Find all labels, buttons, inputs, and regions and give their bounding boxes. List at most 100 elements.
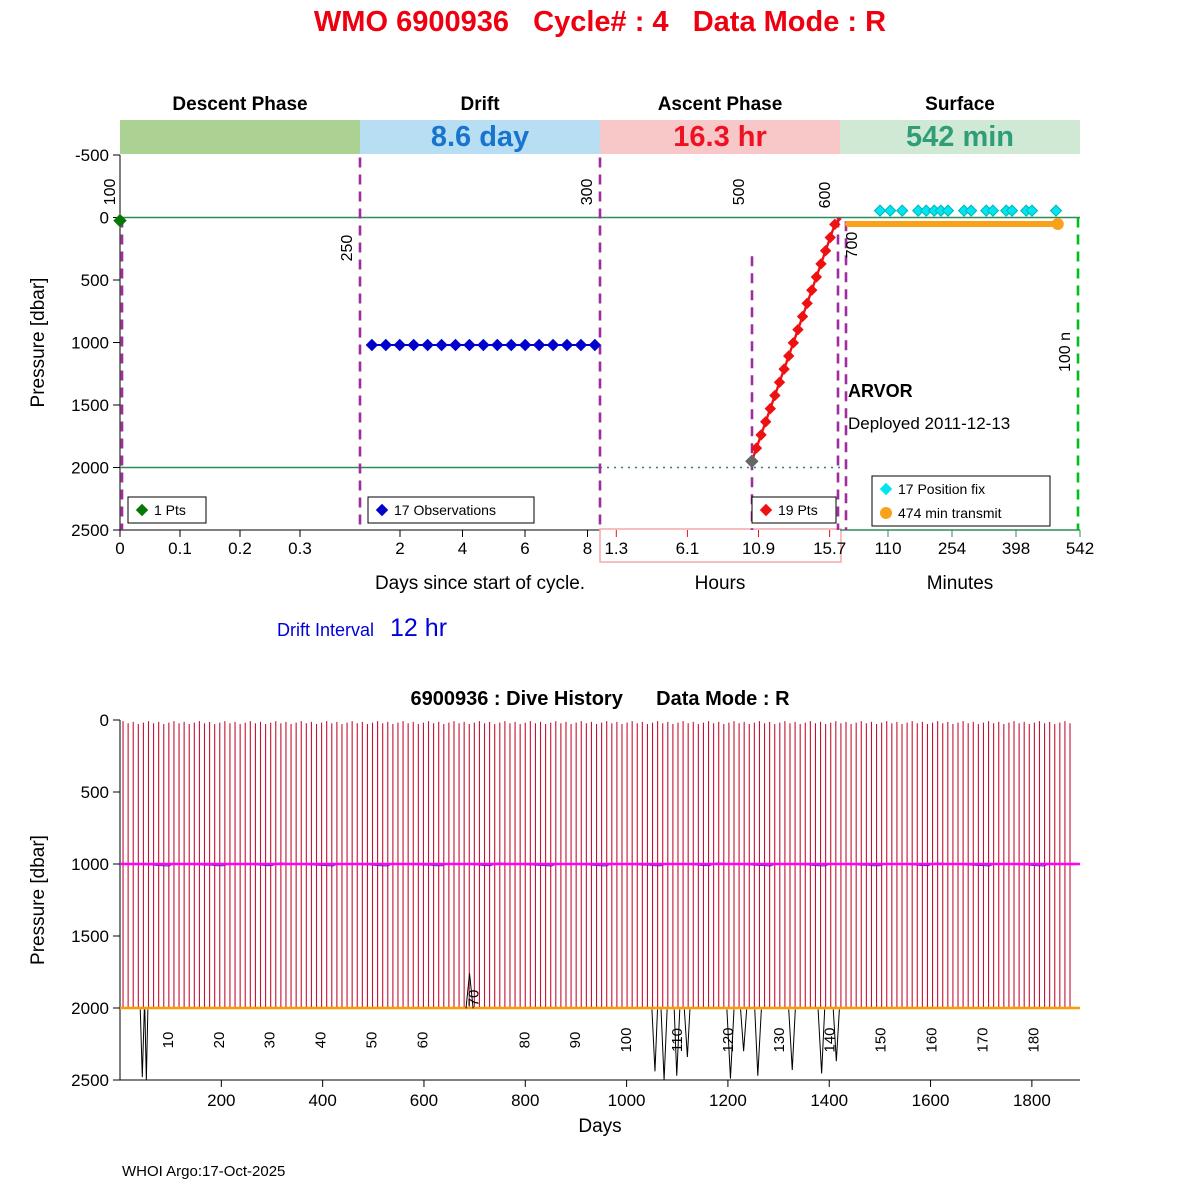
svg-text:1000: 1000 bbox=[71, 334, 109, 353]
drift-interval-value: 12 hr bbox=[390, 614, 448, 642]
phase-band: 8.6 day bbox=[360, 120, 600, 154]
svg-text:-500: -500 bbox=[75, 146, 109, 165]
svg-text:90: 90 bbox=[567, 1032, 584, 1049]
svg-text:700: 700 bbox=[844, 232, 861, 259]
svg-text:Days since start of cycle.: Days since start of cycle. bbox=[375, 573, 585, 594]
svg-text:Deployed 2011-12-13: Deployed 2011-12-13 bbox=[848, 414, 1010, 433]
phase-ascent: Ascent Phase 16.3 hr bbox=[600, 91, 840, 154]
svg-text:0: 0 bbox=[100, 209, 109, 228]
svg-text:40: 40 bbox=[313, 1032, 330, 1049]
svg-text:Minutes: Minutes bbox=[927, 573, 994, 594]
svg-text:180: 180 bbox=[1025, 1027, 1042, 1052]
float-annotation: Deployed 2011-12-13 bbox=[848, 414, 1010, 433]
svg-text:60: 60 bbox=[414, 1032, 431, 1049]
svg-text:ARVOR: ARVOR bbox=[848, 381, 913, 401]
svg-text:150: 150 bbox=[873, 1027, 890, 1052]
svg-text:160: 160 bbox=[924, 1027, 941, 1052]
phase-value: 8.6 day bbox=[430, 121, 530, 153]
ascent-profile bbox=[745, 217, 842, 468]
svg-text:110: 110 bbox=[874, 539, 901, 558]
svg-text:300: 300 bbox=[579, 178, 596, 205]
svg-text:400: 400 bbox=[308, 1091, 336, 1110]
svg-text:1500: 1500 bbox=[71, 396, 109, 415]
event-lines: 100 250 300 500 600 700 100 n bbox=[102, 157, 1080, 530]
svg-text:100 n: 100 n bbox=[1057, 332, 1074, 372]
svg-text:120: 120 bbox=[720, 1027, 737, 1052]
svg-text:600: 600 bbox=[817, 182, 834, 209]
svg-text:0.3: 0.3 bbox=[288, 539, 312, 558]
svg-text:500: 500 bbox=[81, 783, 109, 802]
svg-text:70: 70 bbox=[465, 990, 482, 1007]
svg-text:800: 800 bbox=[511, 1091, 539, 1110]
cycle-timing-plot: -500 0 500 1000 1500 2000 2500 Pressure [dbar] 0… bbox=[28, 146, 1094, 594]
drift-interval: Drift Interval 12 hr bbox=[277, 614, 447, 643]
phase-band bbox=[120, 120, 360, 154]
svg-text:17 Observations: 17 Observations bbox=[394, 502, 496, 518]
phase-band: 16.3 hr bbox=[600, 120, 840, 154]
svg-text:200: 200 bbox=[207, 1091, 235, 1110]
bottom-spikes bbox=[139, 973, 840, 1081]
phase-label: Ascent Phase bbox=[657, 94, 783, 115]
legend: 17 Position fix 474 min transmit bbox=[871, 475, 1051, 527]
descent-point bbox=[113, 213, 127, 228]
svg-text:6.1: 6.1 bbox=[676, 539, 700, 558]
phase-header: Descent Phase Drift 8.6 day Ascent Phase… bbox=[120, 91, 1080, 154]
svg-text:600: 600 bbox=[410, 1091, 438, 1110]
svg-text:170: 170 bbox=[974, 1027, 991, 1052]
cycle-number-labels: 10 20 30 40 50 60 70 80 90 100 110 120 130 140 150 160 1… bbox=[160, 990, 1043, 1053]
svg-text:500: 500 bbox=[81, 271, 109, 290]
svg-text:1000: 1000 bbox=[608, 1091, 646, 1110]
phase-drift: Drift 8.6 day bbox=[360, 91, 600, 154]
phase-band: 542 min bbox=[840, 120, 1080, 154]
svg-text:254: 254 bbox=[938, 539, 966, 558]
svg-text:1600: 1600 bbox=[912, 1091, 950, 1110]
svg-text:110: 110 bbox=[669, 1028, 686, 1052]
svg-text:2500: 2500 bbox=[71, 521, 109, 540]
svg-text:Pressure [dbar]: Pressure [dbar] bbox=[28, 278, 49, 408]
svg-text:1500: 1500 bbox=[71, 927, 109, 946]
svg-text:130: 130 bbox=[771, 1027, 788, 1052]
svg-text:1800: 1800 bbox=[1013, 1091, 1051, 1110]
svg-text:Hours: Hours bbox=[695, 573, 746, 594]
svg-text:0.1: 0.1 bbox=[168, 539, 192, 558]
svg-text:80: 80 bbox=[516, 1032, 533, 1049]
dive-history-plot: 0 500 1000 1500 2000 2500 200 400 600 800 1000 1200… bbox=[28, 711, 1080, 1137]
svg-text:1.3: 1.3 bbox=[604, 539, 628, 558]
svg-text:1400: 1400 bbox=[810, 1091, 848, 1110]
phase-value: 16.3 hr bbox=[673, 121, 767, 153]
svg-text:Pressure [dbar]: Pressure [dbar] bbox=[28, 835, 49, 965]
svg-text:0: 0 bbox=[115, 539, 124, 558]
svg-text:Days: Days bbox=[578, 1116, 621, 1137]
drift-interval-label: Drift Interval bbox=[277, 620, 375, 640]
footer-credit: WHOI Argo:17-Oct-2025 bbox=[122, 1163, 286, 1180]
phase-descent: Descent Phase bbox=[120, 91, 360, 154]
svg-text:8: 8 bbox=[583, 539, 592, 558]
float-annotation: ARVOR bbox=[848, 381, 913, 401]
svg-text:0.2: 0.2 bbox=[228, 539, 252, 558]
phase-label: Drift bbox=[460, 94, 500, 115]
drift-observations bbox=[365, 338, 602, 352]
svg-text:100: 100 bbox=[618, 1027, 635, 1052]
dive-axes: 0 500 1000 1500 2000 2500 200 400 600 800 1000 1200… bbox=[28, 711, 1080, 1137]
svg-text:500: 500 bbox=[731, 178, 748, 205]
svg-text:0: 0 bbox=[100, 711, 109, 730]
svg-text:1 Pts: 1 Pts bbox=[154, 502, 186, 518]
cycle-y-axis: -500 0 500 1000 1500 2000 2500 Pressure [dbar] bbox=[28, 146, 121, 540]
svg-text:2000: 2000 bbox=[71, 999, 109, 1018]
legend: 1 Pts bbox=[127, 496, 207, 524]
position-fixes bbox=[873, 204, 1063, 217]
phase-value: 542 min bbox=[906, 121, 1014, 153]
svg-text:1200: 1200 bbox=[709, 1091, 747, 1110]
svg-text:2000: 2000 bbox=[71, 459, 109, 478]
svg-text:10.9: 10.9 bbox=[742, 539, 775, 558]
page-title: WMO 6900936 Cycle# : 4 Data Mode : R bbox=[313, 6, 887, 38]
svg-text:30: 30 bbox=[262, 1032, 279, 1049]
svg-text:542: 542 bbox=[1066, 539, 1094, 558]
svg-text:2500: 2500 bbox=[71, 1071, 109, 1090]
svg-text:17 Position fix: 17 Position fix bbox=[898, 481, 985, 497]
svg-text:20: 20 bbox=[211, 1032, 228, 1049]
svg-text:19 Pts: 19 Pts bbox=[778, 502, 818, 518]
svg-text:1000: 1000 bbox=[71, 855, 109, 874]
